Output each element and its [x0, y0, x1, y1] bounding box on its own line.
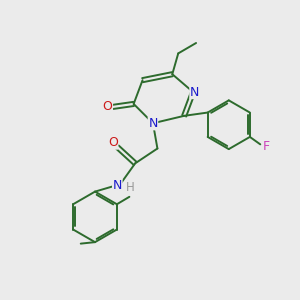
Text: H: H	[126, 181, 135, 194]
Text: F: F	[263, 140, 270, 153]
Text: N: N	[112, 179, 122, 192]
Text: O: O	[108, 136, 118, 149]
Text: N: N	[190, 85, 199, 98]
Text: N: N	[148, 117, 158, 130]
Text: O: O	[103, 100, 112, 113]
